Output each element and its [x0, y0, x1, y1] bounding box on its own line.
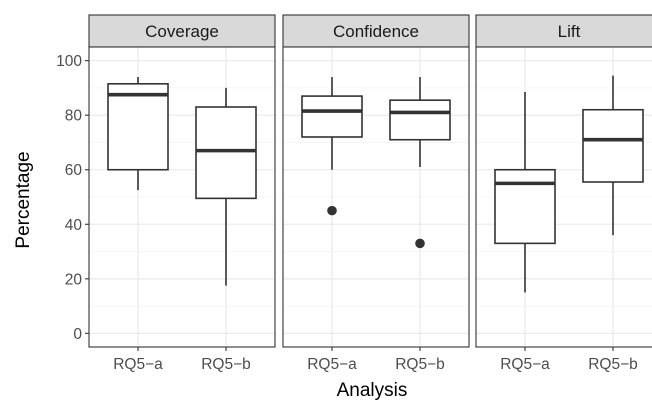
- y-tick-label: 0: [73, 326, 82, 343]
- facet-panel-0: Coverage RQ5−a RQ5−b: [88, 14, 276, 373]
- box-0: [107, 77, 169, 191]
- x-tick-label: RQ5−a: [500, 356, 550, 373]
- panel-border: [88, 46, 276, 348]
- x-tick-label: RQ5−b: [201, 356, 251, 373]
- y-axis-title: Percentage: [13, 151, 34, 248]
- box-1: [389, 77, 451, 249]
- facet-strip: [282, 14, 470, 48]
- x-tick-label: RQ5−a: [307, 356, 357, 373]
- facet-strip: [88, 14, 276, 48]
- y-tick-label: 60: [65, 162, 83, 179]
- y-tick-label: 40: [65, 217, 83, 234]
- y-tick-label: 100: [56, 53, 82, 70]
- facet-strip-title: Coverage: [145, 22, 219, 41]
- x-tick-label: RQ5−b: [588, 356, 638, 373]
- box-1: [582, 75, 644, 236]
- facet-strip: [475, 14, 652, 48]
- x-axis-title: Analysis: [337, 380, 408, 401]
- box-iqr: [494, 168, 556, 245]
- y-tick-label: 80: [65, 108, 83, 125]
- box-iqr: [301, 95, 363, 138]
- box-iqr: [195, 106, 257, 200]
- box-0: [494, 92, 556, 293]
- facet-strip-title: Lift: [558, 22, 581, 41]
- box-iqr: [582, 108, 644, 183]
- facet-panel-1: Confidence RQ5−a RQ5−b: [282, 14, 470, 373]
- box-0: [301, 77, 363, 216]
- panel-border: [282, 46, 470, 348]
- outlier-point: [415, 238, 425, 249]
- facet-strip-title: Confidence: [333, 22, 419, 41]
- outlier-point: [327, 205, 337, 216]
- facet-panel-2: Lift RQ5−a RQ5−b: [475, 14, 652, 373]
- panel-border: [475, 46, 652, 348]
- y-tick-label: 20: [65, 271, 83, 288]
- box-iqr: [107, 83, 169, 171]
- x-tick-label: RQ5−a: [113, 356, 163, 373]
- box-iqr: [389, 99, 451, 141]
- x-tick-label: RQ5−b: [395, 356, 445, 373]
- box-1: [195, 87, 257, 286]
